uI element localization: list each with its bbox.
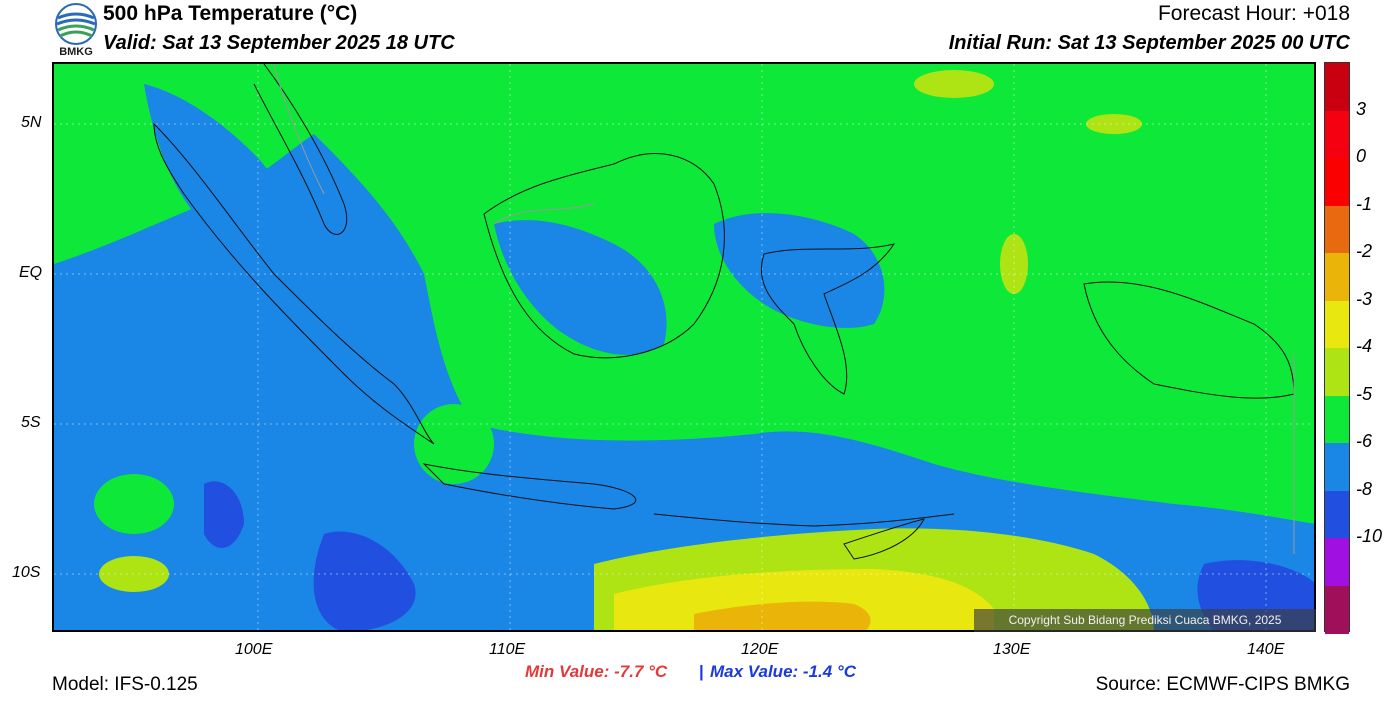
colorbar-segment: [1325, 110, 1349, 159]
colorbar-label: -10: [1356, 526, 1383, 546]
chart-title: 500 hPa Temperature (°C): [103, 2, 358, 25]
green-patch-1: [94, 474, 174, 534]
green-patch-2: [414, 404, 494, 484]
initial-run: Initial Run: Sat 13 September 2025 00 UT…: [948, 32, 1350, 54]
map-fields: [54, 64, 1314, 630]
colorbar-label: -4: [1356, 336, 1373, 356]
borders: [273, 64, 1295, 554]
colder-patch-2: [204, 481, 244, 548]
colorbar-label: 0: [1356, 146, 1367, 166]
colorbar-segment: [1325, 348, 1349, 396]
colorbar-label: -3: [1356, 288, 1373, 309]
cold-region-center: [714, 213, 885, 328]
logo-text: BMKG: [59, 46, 93, 58]
lon-label-130e: 130E: [993, 641, 1031, 658]
lat-label-5n: 5N: [21, 114, 42, 131]
coast-sumatra: [153, 122, 435, 445]
cold-region-north: [144, 84, 314, 276]
colorbar-segment: [1325, 395, 1349, 444]
colorbar-label: -6: [1356, 431, 1373, 451]
colorbar-segment: [1325, 205, 1349, 254]
temperature-colorbar: [1324, 62, 1350, 634]
bmkg-logo: BMKG: [52, 2, 100, 60]
lon-label-100e: 100E: [235, 641, 273, 658]
value-separator: |: [699, 662, 704, 681]
gridlines: [54, 64, 1314, 630]
lat-label-eq: EQ: [19, 264, 43, 281]
colorbar-label: -2: [1356, 241, 1373, 261]
cold-region-west: [54, 134, 1314, 630]
warm-speck-1: [914, 70, 994, 98]
lat-label-5s: 5S: [21, 414, 41, 431]
coast-nusatenggara: [653, 513, 955, 527]
data-source: Source: ECMWF-CIPS BMKG: [1095, 674, 1350, 695]
colorbar-segment: [1325, 443, 1349, 491]
colorbar-segment: [1325, 253, 1349, 301]
warm-speck-3: [1000, 234, 1028, 294]
copyright-notice: Copyright Sub Bidang Prediksi Cuaca BMKG…: [974, 609, 1316, 632]
colorbar-segment: [1325, 300, 1349, 349]
warm-speck-4: [99, 556, 169, 592]
coast-java: [422, 463, 637, 510]
colorbar-segment: [1325, 585, 1349, 634]
temperature-map: [52, 62, 1316, 632]
warm-core-orange: [694, 601, 871, 630]
model-name: Model: IFS-0.125: [52, 674, 198, 695]
coast-papua: [1083, 281, 1295, 399]
colorbar-segment: [1325, 158, 1349, 206]
colorbar-label: 3: [1356, 98, 1367, 119]
coast-malayapen: [253, 64, 348, 235]
cold-region-borneo: [494, 220, 667, 355]
forecast-hour: Forecast Hour: +018: [1157, 2, 1350, 25]
colorbar-label: -5: [1356, 383, 1373, 404]
lon-label-120e: 120E: [741, 641, 779, 658]
valid-time: Valid: Sat 13 September 2025 18 UTC: [103, 32, 455, 54]
max-value: Max Value: -1.4 °C: [710, 662, 856, 681]
colorbar-segment: [1325, 63, 1349, 111]
colorbar-label: -1: [1356, 193, 1373, 214]
colorbar-label: -8: [1356, 478, 1373, 499]
lon-label-110e: 110E: [489, 641, 526, 658]
coast-sulawesi: [760, 243, 896, 395]
min-value: Min Value: -7.7 °C: [525, 662, 668, 681]
lat-label-10s: 10S: [12, 564, 41, 581]
colder-patch-1: [313, 531, 416, 630]
colorbar-segment: [1325, 490, 1349, 539]
lon-label-140e: 140E: [1247, 641, 1285, 658]
coast-timor: [843, 518, 925, 560]
warm-speck-2: [1086, 114, 1142, 134]
coast-borneo: [483, 153, 725, 359]
colorbar-segment: [1325, 538, 1349, 586]
